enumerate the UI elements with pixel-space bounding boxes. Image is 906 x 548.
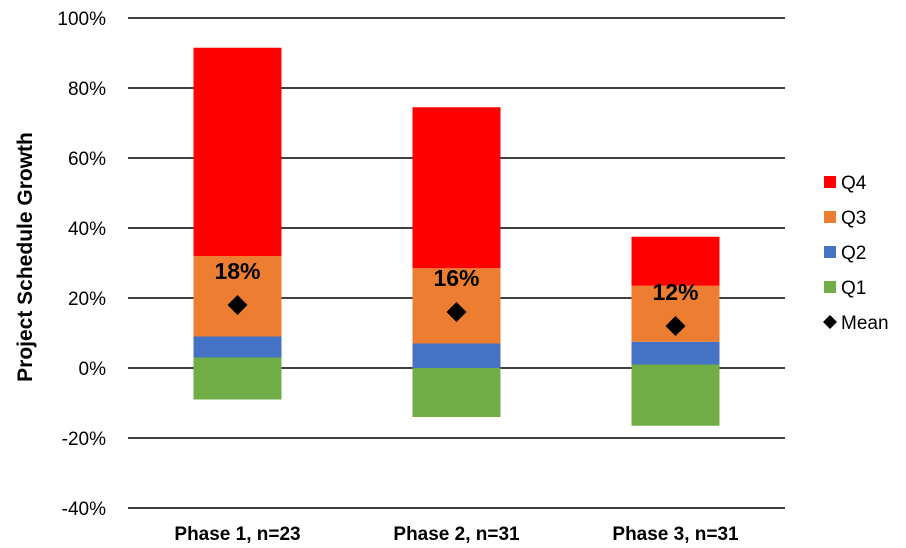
legend: Q4 Q3 Q2 Q1 Mean <box>823 173 889 334</box>
y-tick-label: 100% <box>57 9 106 30</box>
bar-segment-q4 <box>631 236 720 286</box>
bars <box>193 47 720 426</box>
y-tick-label: 0% <box>79 359 107 380</box>
category-labels: Phase 1, n=23 Phase 2, n=31 Phase 3, n=31 <box>174 524 739 545</box>
category-label: Phase 2, n=31 <box>393 524 520 545</box>
mean-marker <box>446 302 467 322</box>
y-axis-label: Project Schedule Growth <box>14 132 37 382</box>
y-tick-labels: -40% -20% 0% 20% 40% 60% 80% 100% <box>57 9 106 520</box>
y-tick-label: -20% <box>62 429 106 450</box>
bar-segment-q4 <box>193 47 282 256</box>
legend-label: Q4 <box>841 173 867 194</box>
bar-segment-q1 <box>412 368 501 417</box>
legend-label: Q3 <box>841 208 866 229</box>
bar-segment-q1 <box>631 364 720 426</box>
category-label: Phase 3, n=31 <box>612 524 739 545</box>
y-tick-label: 40% <box>68 219 106 240</box>
bar-segment-q4 <box>412 107 501 269</box>
legend-label: Q1 <box>841 278 866 299</box>
mean-marker <box>227 295 248 315</box>
mean-marker <box>665 316 686 336</box>
mean-data-label: 12% <box>652 279 698 305</box>
mean-data-label: 16% <box>433 265 479 291</box>
legend-swatch-mean <box>823 315 837 329</box>
legend-swatch-q1 <box>824 281 836 293</box>
mean-data-label: 18% <box>214 258 260 284</box>
y-tick-label: 20% <box>68 289 106 310</box>
bar-segment-q2 <box>631 341 720 365</box>
bar-segment-q1 <box>193 357 282 400</box>
bar-segment-q2 <box>193 336 282 358</box>
y-tick-label: 60% <box>68 149 106 170</box>
mean-markers: 18% 16% 12% <box>214 258 699 336</box>
legend-swatch-q4 <box>824 176 836 188</box>
y-tick-label: 80% <box>68 79 106 100</box>
legend-swatch-q2 <box>824 246 836 258</box>
legend-label: Q2 <box>841 243 866 264</box>
bar-segment-q2 <box>412 343 501 368</box>
y-tick-label: -40% <box>62 499 106 520</box>
legend-swatch-q3 <box>824 211 836 223</box>
category-label: Phase 1, n=23 <box>174 524 300 545</box>
legend-label: Mean <box>841 313 889 334</box>
